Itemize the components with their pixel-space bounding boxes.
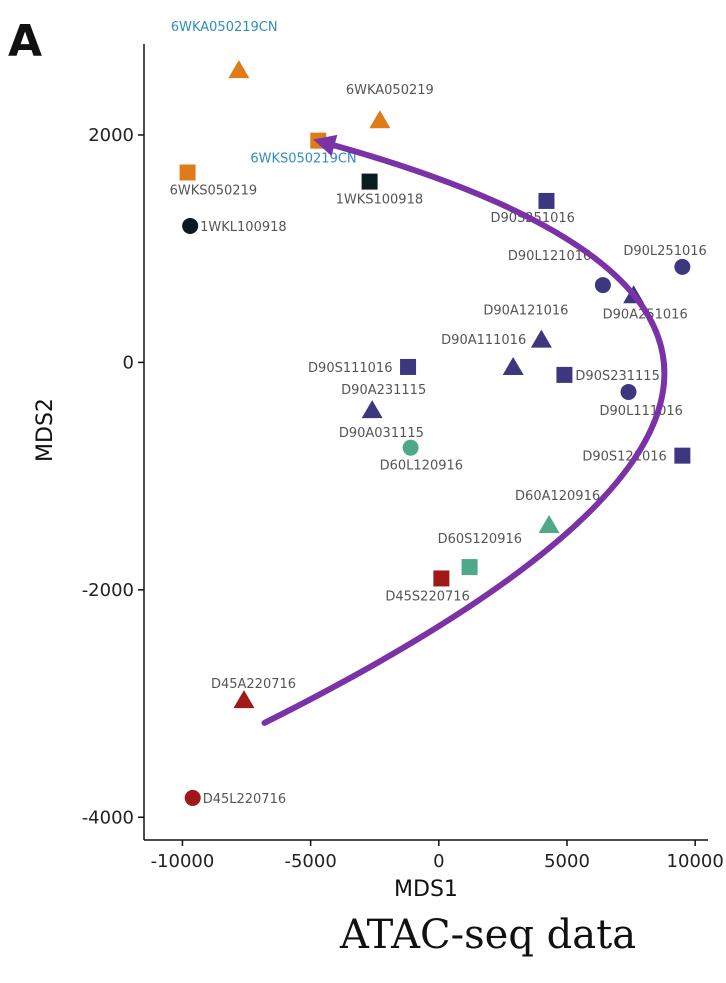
points-layer [179,60,691,806]
data-point-circle [402,439,419,456]
point-label: 1WKL100918 [200,220,287,235]
data-point-square [400,358,417,375]
y-tick-label: -2000 [82,580,134,601]
point-label: D90A031115 [339,426,424,441]
data-point-triangle [228,60,250,79]
x-axis-ticks: -10000 -5000 0 5000 10000 [151,840,724,872]
data-point-triangle [369,110,391,129]
x-tick-label: 5000 [544,851,590,872]
data-point-circle [182,217,199,234]
point-labels-layer: 6WKA050219CN 6WKA050219 6WKS050219CN 6WKS05… [170,20,707,807]
x-tick-label: 10000 [667,851,724,872]
data-point-square [361,173,378,190]
caption: ATAC-seq data [339,912,636,958]
point-label: D60A120916 [515,489,600,504]
point-label: D45L220716 [203,792,286,807]
x-tick-label: -10000 [151,851,215,872]
data-point-square [433,570,450,587]
point-label: D90S121016 [582,450,666,465]
trajectory-arrow-curve [261,141,668,726]
point-label: D45S220716 [385,589,469,604]
point-label: 6WKS050219 [170,183,258,198]
point-label: D60L120916 [380,459,463,474]
point-label: D90S111016 [308,361,392,376]
data-point-triangle [233,690,255,709]
data-point-square [674,447,691,464]
data-point-circle [674,258,691,275]
point-label: D90S231115 [575,369,659,384]
point-label: D90L121016 [508,249,591,264]
point-label: D90L111016 [600,404,683,419]
point-label: D45A220716 [211,677,296,692]
trajectory-arrow-head [313,134,338,157]
point-label: D60S120916 [438,532,522,547]
data-point-triangle [530,329,552,348]
point-label: 6WKS050219CN [250,152,356,167]
point-label: D90L251016 [623,244,706,259]
y-axis-title: MDS2 [33,398,58,462]
data-point-circle [594,277,611,294]
x-tick-label: -5000 [284,851,336,872]
point-label: 6WKA050219CN [171,20,278,35]
data-point-circle [620,383,637,400]
point-label: D90A231115 [341,383,426,398]
data-point-square [556,366,573,383]
data-point-triangle [361,400,383,419]
y-tick-label: 2000 [88,125,134,146]
y-tick-label: -4000 [82,807,134,828]
point-label: D90A111016 [441,333,526,348]
point-label: D90A121016 [483,304,568,319]
data-point-circle [184,789,201,806]
panel-label: A [8,16,42,67]
x-axis-title: MDS1 [394,877,458,902]
y-axis-ticks: -4000 -2000 0 2000 [82,125,144,828]
point-label: 6WKA050219 [346,83,434,98]
data-point-triangle [538,515,560,534]
data-point-square [538,192,555,209]
data-point-triangle [502,356,524,375]
trajectory-arrow-layer [261,134,668,726]
data-point-square [461,559,478,576]
x-tick-label: 0 [433,851,444,872]
point-label: 1WKS100918 [336,193,424,208]
y-tick-label: 0 [123,352,134,373]
data-point-square [179,164,196,181]
